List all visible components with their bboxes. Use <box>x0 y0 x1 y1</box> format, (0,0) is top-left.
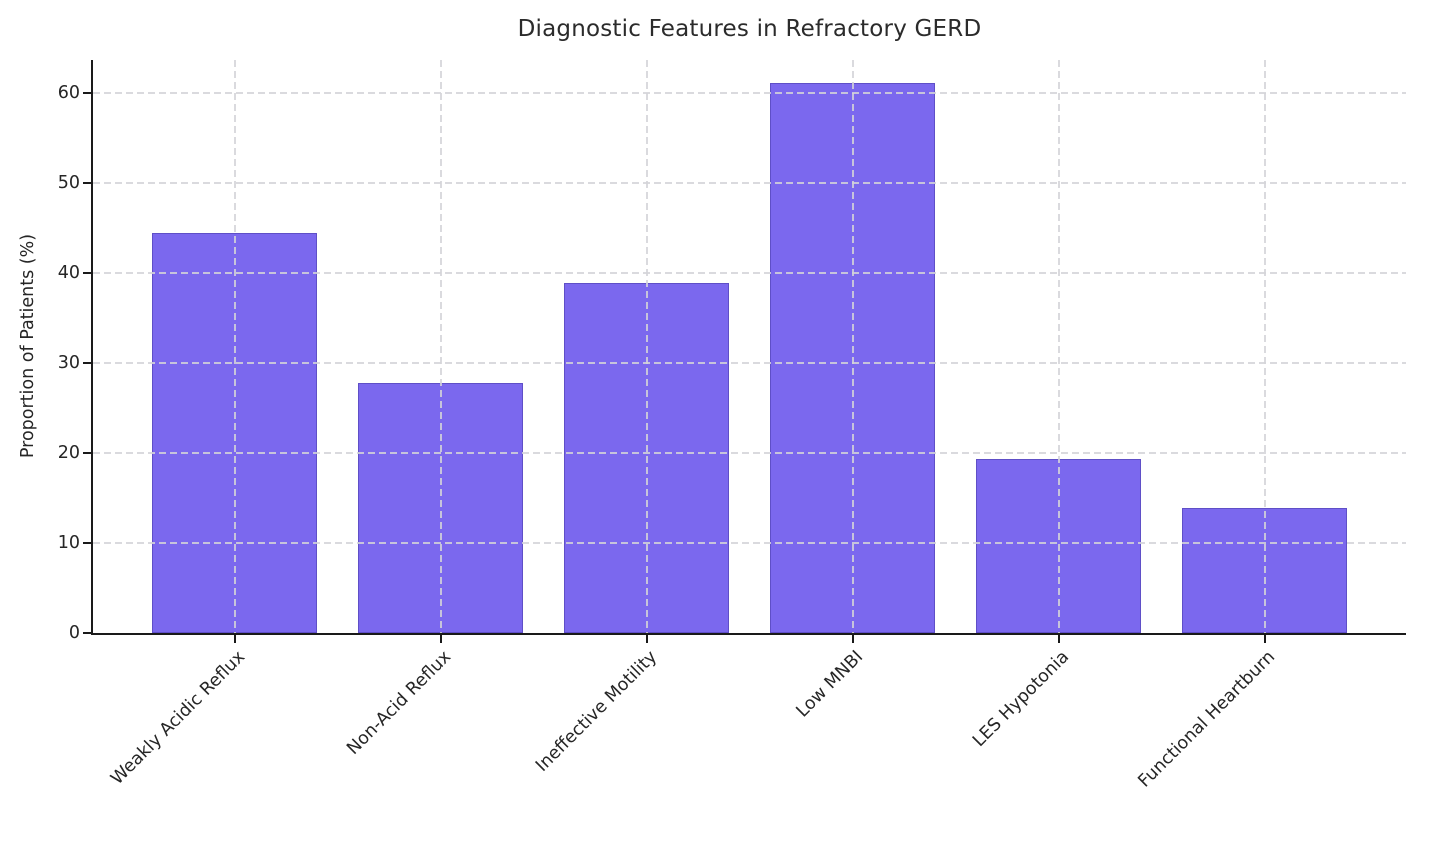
x-tick-0 <box>233 635 236 643</box>
plot-area: 0 10 20 30 40 50 60 Weakly Acidic Reflux Non-Aci… <box>58 60 1406 792</box>
x-tick-label-0: Weakly Acidic Reflux <box>106 647 249 789</box>
y-axis-label: Proportion of Patients (%) <box>18 233 38 459</box>
y-tick-label-20: 20 <box>57 443 80 464</box>
y-tick-10 <box>83 542 91 545</box>
x-tick-4 <box>1057 635 1060 643</box>
gridline-h-40 <box>93 272 1406 275</box>
gridline-v-2 <box>645 60 648 633</box>
x-tick-2 <box>645 635 648 643</box>
x-tick-label-5: Functional Heartburn <box>1134 647 1279 792</box>
x-tick-1 <box>439 635 442 643</box>
x-tick-label-2: Ineffective Motility <box>531 647 661 776</box>
chart-title: Diagnostic Features in Refractory GERD <box>517 16 982 42</box>
x-axis-spine <box>91 633 1406 635</box>
x-tick-label-1: Non-Acid Reflux <box>342 647 455 759</box>
y-tick-40 <box>83 272 91 275</box>
y-tick-label-30: 30 <box>57 353 80 374</box>
y-tick-50 <box>83 182 91 185</box>
gridline-h-20 <box>93 452 1406 455</box>
y-tick-label-0: 0 <box>68 623 80 643</box>
gridline-v-3 <box>851 60 854 633</box>
y-tick-20 <box>83 452 91 455</box>
y-tick-0 <box>83 632 91 634</box>
gridline-h-60 <box>93 92 1406 95</box>
y-tick-30 <box>83 362 91 365</box>
y-tick-label-60: 60 <box>57 83 80 104</box>
gridline-v-4 <box>1057 60 1060 633</box>
gridline-h-10 <box>93 542 1406 545</box>
y-tick-60 <box>83 92 91 95</box>
y-tick-label-50: 50 <box>57 173 80 194</box>
y-tick-label-10: 10 <box>57 533 80 554</box>
gridline-h-50 <box>93 182 1406 185</box>
x-tick-label-4: LES Hypotonia <box>968 647 1073 751</box>
x-tick-label-3: Low MNBI <box>792 647 867 722</box>
x-tick-3 <box>851 635 854 643</box>
gridline-v-5 <box>1263 60 1266 633</box>
gridline-h-30 <box>93 362 1406 365</box>
gridline-v-1 <box>439 60 442 633</box>
x-tick-5 <box>1263 635 1266 643</box>
y-tick-label-40: 40 <box>57 263 80 284</box>
y-axis-spine <box>91 60 93 635</box>
gridline-v-0 <box>233 60 236 633</box>
